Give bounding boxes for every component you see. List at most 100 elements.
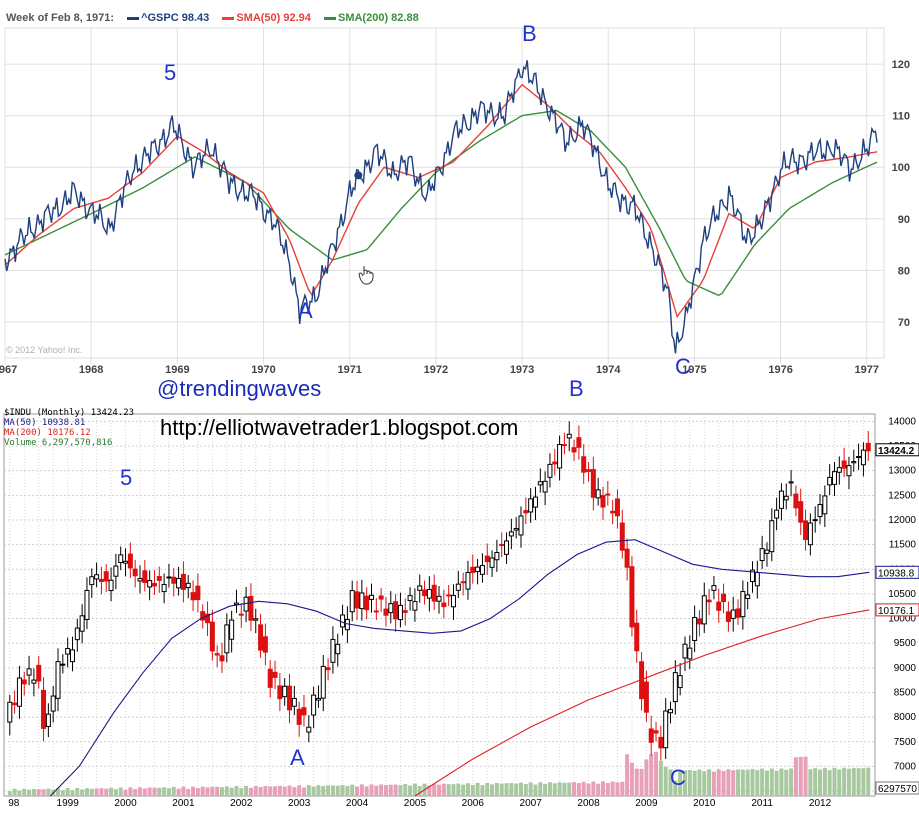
volume-bar <box>70 790 75 796</box>
volume-bar <box>157 787 162 796</box>
candle-body <box>836 467 842 473</box>
volume-bar <box>803 756 808 796</box>
volume-bar <box>350 784 355 796</box>
volume-bar <box>60 790 65 796</box>
volume-bar <box>480 785 485 796</box>
candle-body <box>354 591 360 609</box>
candle-body <box>489 557 495 568</box>
volume-bar <box>663 766 668 796</box>
volume-bar <box>316 785 321 796</box>
volume-bar <box>745 769 750 796</box>
volume-bar <box>533 784 538 796</box>
ma50-tag: 10938.8 <box>878 568 915 579</box>
x-tick-label: 2005 <box>404 798 427 809</box>
candle-body <box>412 601 418 611</box>
volume-bar <box>769 768 774 796</box>
candle-body <box>619 522 625 551</box>
volume-bar <box>248 787 253 796</box>
y-tick-label: 110 <box>892 111 910 123</box>
candle-body <box>537 481 543 486</box>
x-tick-label: 2012 <box>809 798 832 809</box>
volume-bar <box>750 769 755 796</box>
candle-body <box>701 595 707 625</box>
volume-bar <box>639 768 644 796</box>
candle-body <box>629 566 635 628</box>
candle-body <box>12 702 18 706</box>
x-tick-label: 1974 <box>596 364 621 376</box>
x-tick-label: 1972 <box>424 364 448 376</box>
candle-body <box>576 437 582 448</box>
candle-body <box>822 495 828 515</box>
x-tick-label: 2006 <box>462 798 485 809</box>
volume-bar <box>861 768 866 796</box>
volume-bar <box>311 786 316 796</box>
candle-body <box>151 582 157 587</box>
volume-bar <box>104 788 109 796</box>
candle-body <box>267 668 273 688</box>
volume-bar <box>109 787 114 796</box>
candle-body <box>147 580 153 588</box>
volume-bar <box>89 788 94 796</box>
y-tick-label: 8000 <box>894 712 917 723</box>
candle-body <box>378 595 384 600</box>
candle-body <box>812 519 818 522</box>
candle-body <box>547 463 553 478</box>
candle-body <box>831 471 837 485</box>
dow-legend: $INDU (Monthly) 13424.23 MA(50) 10938.81… <box>4 408 134 448</box>
candle-body <box>407 595 413 601</box>
x-tick-label: 98 <box>8 798 20 809</box>
volume-bar <box>547 782 552 796</box>
x-tick-label: 1975 <box>682 364 706 376</box>
x-tick-label: 2009 <box>635 798 658 809</box>
volume-bar <box>277 785 282 796</box>
candle-body <box>325 667 331 671</box>
volume-bar <box>17 790 22 796</box>
volume-bar <box>485 782 490 796</box>
volume-bar <box>205 787 210 796</box>
y-tick-label: 90 <box>898 214 910 226</box>
candle-body <box>127 553 133 569</box>
candle-body <box>735 608 741 618</box>
dow-chart-panel: 1400013500130001250012000115001100010500… <box>0 402 919 813</box>
volume-bar <box>31 788 36 796</box>
volume-bar <box>118 787 123 796</box>
volume-bar <box>374 785 379 796</box>
candle-body <box>166 576 172 579</box>
candle-body <box>50 695 56 712</box>
volume-bar <box>711 771 716 796</box>
top-wave-b-label: B <box>522 21 537 46</box>
volume-bar <box>258 787 263 796</box>
ma200-tag: 10176.1 <box>878 606 915 617</box>
candle-body <box>677 675 683 689</box>
x-tick-label: 2001 <box>172 798 195 809</box>
candle-body <box>26 668 32 676</box>
volume-bar <box>832 767 837 796</box>
volume-bar <box>176 788 181 796</box>
candle-body <box>851 461 857 464</box>
candle-body <box>745 594 751 599</box>
candle-body <box>364 595 370 611</box>
volume-bar <box>707 769 712 796</box>
x-tick-label: 1977 <box>855 364 879 376</box>
candle-body <box>238 613 244 616</box>
candle-body <box>190 592 196 601</box>
candle-body <box>320 665 326 699</box>
ma50-tag-box <box>875 565 919 579</box>
volume-bar <box>133 789 138 796</box>
volume-bar <box>774 770 779 796</box>
candle-body <box>45 713 51 727</box>
volume-tag: 6297570 <box>878 784 917 795</box>
candle-body <box>301 707 307 716</box>
candle-body <box>523 510 529 514</box>
volume-bar <box>866 767 871 796</box>
volume-bar <box>383 785 388 796</box>
volume-bar <box>538 782 543 796</box>
volume-bar <box>282 786 287 796</box>
volume-bar <box>465 783 470 796</box>
candle-body <box>504 540 510 555</box>
volume-bar <box>509 783 514 796</box>
twitter-handle: @trendingwaves <box>157 376 322 401</box>
candle-body <box>253 618 259 621</box>
candle-body <box>793 493 799 509</box>
